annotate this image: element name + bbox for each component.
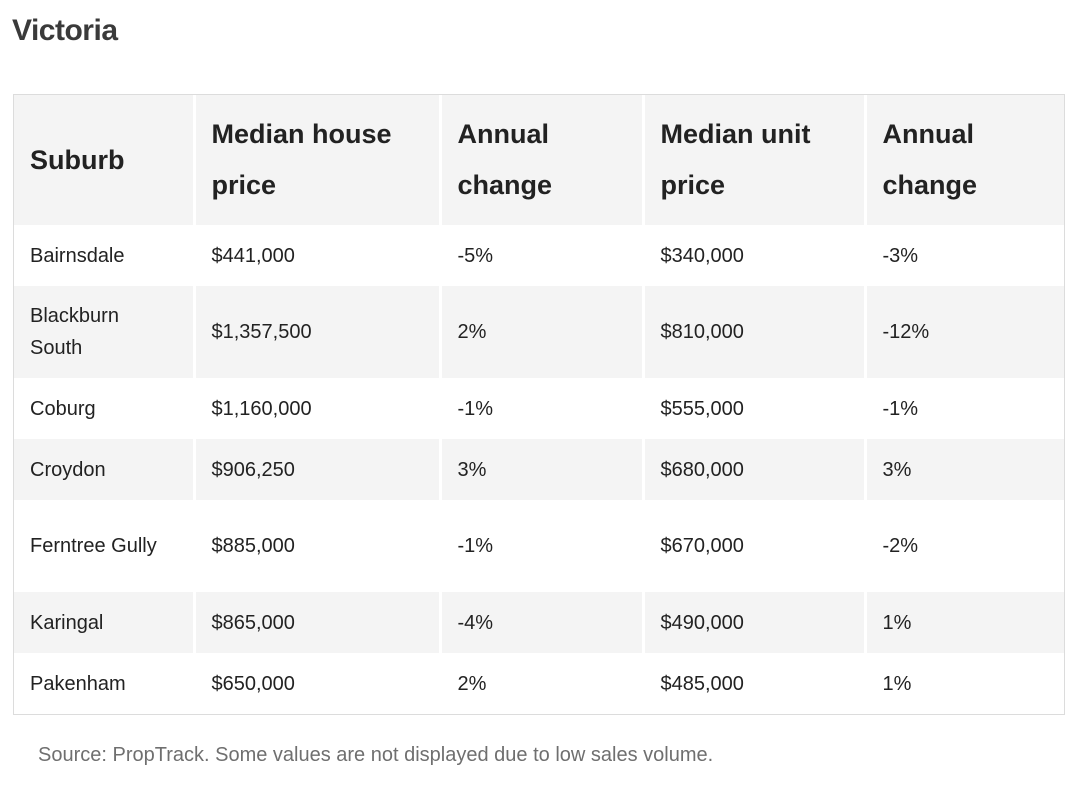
table-row: Bairnsdale $441,000 -5% $340,000 -3% [14,225,1064,286]
table-row: Pakenham $650,000 2% $485,000 1% [14,653,1064,714]
cell-unit-annual-change: -3% [882,244,919,267]
cell-median-house-price: $1,160,000 [194,378,442,439]
cell-suburb: Bairnsdale [14,225,196,286]
table-row: Croydon $906,250 3% $680,000 3% [14,439,1064,500]
table-row: Ferntree Gully $885,000 -1% $670,000 -2% [14,500,1064,592]
cell-suburb: Blackburn South [14,286,196,378]
cell-median-house-price: $885,000 [194,500,442,592]
cell-median-unit-price: $670,000 [643,500,867,592]
table-row: Blackburn South $1,357,500 2% $810,000 -… [14,286,1064,378]
cell-median-unit-price: $555,000 [643,378,867,439]
table-row: Karingal $865,000 -4% $490,000 1% [14,592,1064,653]
cell-house-annual-change: 3% [440,439,645,500]
cell-median-house-price: $1,357,500 [194,286,442,378]
cell-suburb: Ferntree Gully [14,500,196,592]
cell-unit-annual-change: 1% [882,672,912,695]
cell-unit-annual-change: 3% [882,458,912,481]
cell-unit-annual-change: 1% [882,611,912,634]
cell-house-annual-change: -1% [440,500,645,592]
cell-house-annual-change: 2% [440,653,645,714]
cell-unit-annual-change: -2% [882,535,919,557]
cell-house-annual-change: -4% [440,592,645,653]
cell-median-unit-price: $485,000 [643,653,867,714]
column-header-suburb: Suburb [14,95,196,225]
cell-suburb: Karingal [14,592,196,653]
source-note: Source: PropTrack. Some values are not d… [38,744,714,766]
price-table: Suburb Median house price Annual change … [13,94,1065,715]
cell-median-unit-price: $810,000 [643,286,867,378]
cell-suburb: Pakenham [14,653,196,714]
cell-median-house-price: $441,000 [194,225,442,286]
column-header-house-annual-change: Annual change [440,95,645,225]
cell-unit-annual-change: -12% [882,321,930,343]
cell-median-house-price: $906,250 [194,439,442,500]
cell-suburb: Coburg [14,378,196,439]
table-row: Coburg $1,160,000 -1% $555,000 -1% [14,378,1064,439]
cell-median-unit-price: $340,000 [643,225,867,286]
cell-house-annual-change: -1% [440,378,645,439]
cell-unit-annual-change: -1% [882,397,919,420]
column-header-unit-annual-change: Annual change [882,119,978,200]
column-header-median-house-price: Median house price [194,95,442,225]
table-header-row: Suburb Median house price Annual change … [14,95,1064,225]
column-header-median-unit-price: Median unit price [643,95,867,225]
page-title: Victoria [12,14,118,47]
cell-median-house-price: $650,000 [194,653,442,714]
cell-median-unit-price: $680,000 [643,439,867,500]
cell-house-annual-change: -5% [440,225,645,286]
cell-median-house-price: $865,000 [194,592,442,653]
cell-house-annual-change: 2% [440,286,645,378]
cell-suburb: Croydon [14,439,196,500]
cell-median-unit-price: $490,000 [643,592,867,653]
